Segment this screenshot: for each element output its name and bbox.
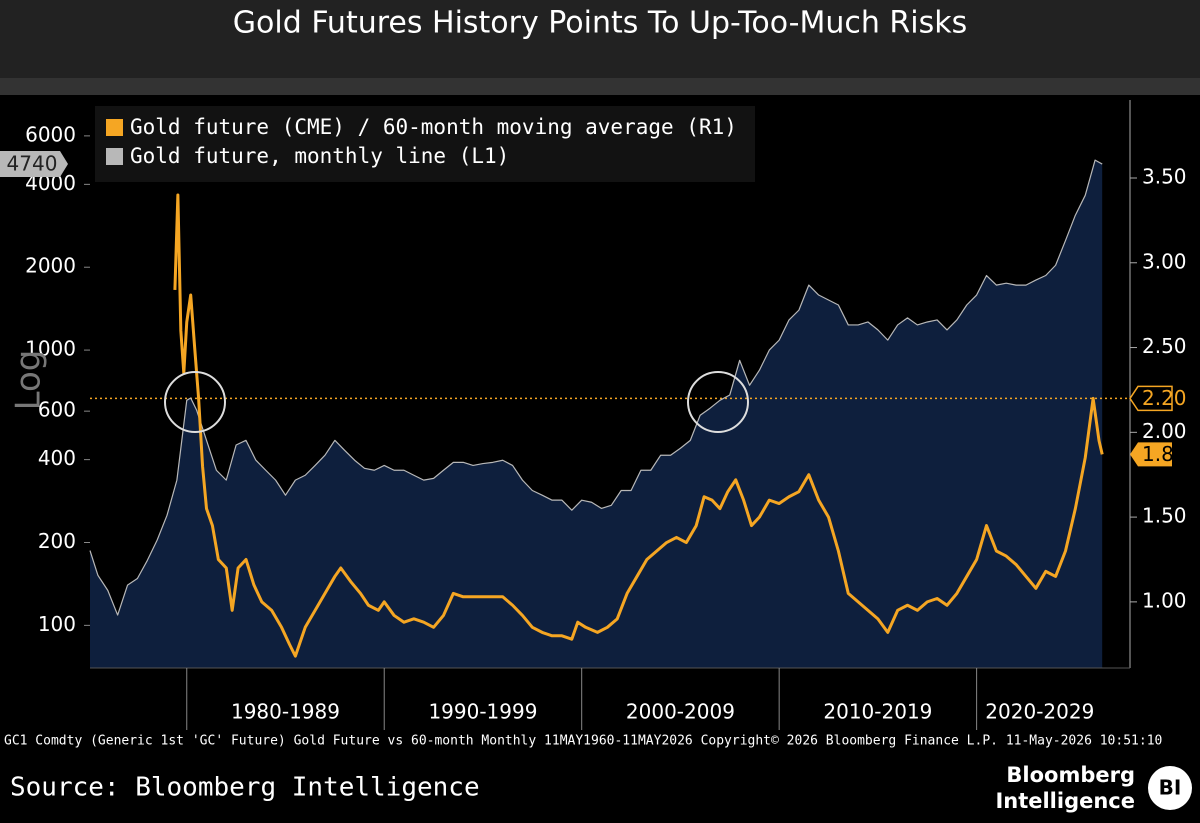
reference-label: 2.20	[1142, 386, 1187, 410]
reference-label-box	[1129, 385, 1173, 412]
brand: Intelligence	[995, 789, 1135, 813]
last-value-label: 1.87	[1142, 442, 1187, 466]
x-period-label: 2020-2029	[985, 700, 1094, 724]
y-tick-label: 400	[38, 446, 76, 470]
title-bar	[0, 0, 1200, 78]
logo-circle	[1148, 766, 1192, 810]
legend-box	[95, 106, 755, 182]
y2-tick-label: 1.50	[1142, 504, 1187, 528]
last-value-box	[0, 151, 68, 178]
brand: Bloomberg	[1006, 763, 1135, 787]
logo: BI	[1159, 776, 1182, 800]
y-tick-label: 600	[38, 398, 76, 422]
chart-title: Gold Futures History Points To Up-Too-Mu…	[233, 6, 967, 41]
last-value-label: 4740	[7, 152, 58, 176]
y-tick-label: 100	[38, 612, 76, 636]
series-line	[89, 159, 1103, 616]
x-period-label: 2000-2009	[626, 700, 735, 724]
y2-tick-label: 3.50	[1142, 164, 1187, 188]
last-value-box	[1130, 442, 1172, 467]
highlight-circle	[687, 371, 749, 433]
y-tick-label: 2000	[25, 254, 76, 278]
series-line	[173, 193, 1104, 658]
title-band	[0, 78, 1200, 95]
legend-label: Gold future, monthly line (L1)	[130, 144, 509, 168]
y2-tick-label: 2.00	[1142, 419, 1187, 443]
legend-label: Gold future (CME) / 60-month moving aver…	[130, 115, 737, 139]
highlight-circle	[164, 371, 226, 433]
y-tick-label: 1000	[25, 337, 76, 361]
legend-swatch	[106, 148, 123, 165]
y-tick-label: 200	[38, 529, 76, 553]
y2-tick-label: 3.00	[1142, 249, 1187, 273]
y2-tick-label: 1.00	[1142, 588, 1187, 612]
x-period-label: 1980-1989	[231, 700, 340, 724]
x-period-label: 2010-2019	[823, 700, 932, 724]
plot: 10020040060010002000400060001.001.502.00…	[0, 100, 1187, 730]
y-tick-label: 6000	[25, 122, 76, 146]
y-axis-label: Log	[9, 350, 49, 411]
legend-swatch	[106, 119, 123, 136]
footnote: GC1 Comdty (Generic 1st 'GC' Future) Gol…	[4, 734, 1162, 749]
source: Source: Bloomberg Intelligence	[10, 773, 480, 803]
area	[90, 160, 1103, 669]
y2-tick-label: 2.50	[1142, 334, 1187, 358]
x-period-label: 1990-1999	[428, 700, 537, 724]
